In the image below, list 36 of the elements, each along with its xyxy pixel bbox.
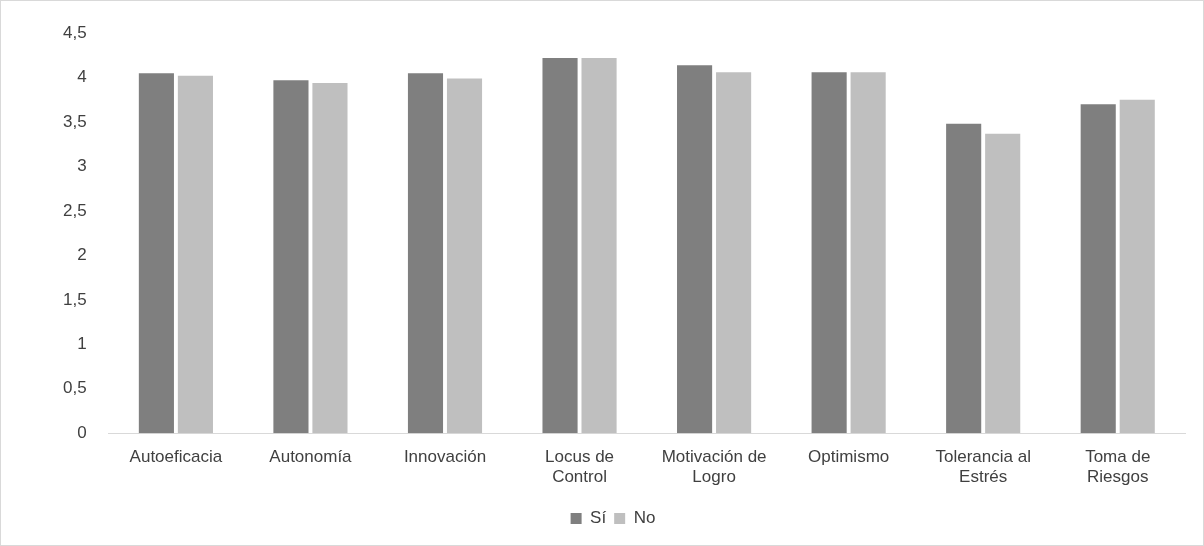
bar — [407, 73, 444, 434]
x-tick-label: Autoeficacia — [129, 447, 223, 467]
y-tick-label: 2 — [77, 245, 87, 265]
x-tick-label: Toma de Riesgos — [1085, 447, 1151, 487]
bar — [716, 72, 752, 434]
bar — [177, 75, 213, 434]
bar — [985, 133, 1021, 434]
x-tick-label: Locus de Control — [545, 447, 615, 487]
bar — [138, 73, 174, 434]
bar — [273, 80, 309, 434]
x-tick-label: Innovación — [403, 447, 487, 467]
bar — [811, 72, 847, 434]
bar — [1080, 104, 1116, 434]
y-tick-label: 1 — [77, 334, 87, 353]
y-tick-label: 3 — [77, 156, 87, 176]
bar — [581, 58, 617, 434]
y-tick-label: 3,5 — [62, 111, 87, 131]
x-tick-label: Autonomía — [269, 447, 353, 467]
x-tick-label: Tolerancia al Estrés — [935, 447, 1031, 487]
bar — [312, 82, 348, 434]
legend-label: No — [633, 508, 656, 528]
bar — [542, 58, 578, 434]
bar — [946, 123, 982, 434]
bar — [1119, 99, 1155, 434]
y-tick-label: 4,5 — [62, 22, 87, 42]
y-tick-label: 2,5 — [62, 200, 87, 220]
x-tick-label: Optimismo — [808, 447, 890, 467]
y-tick-label: 0 — [77, 422, 87, 442]
bar — [446, 78, 483, 434]
y-tick-label: 4 — [77, 67, 87, 87]
y-tick-label: 0,5 — [62, 378, 87, 398]
y-tick-label: 1,5 — [62, 289, 87, 309]
x-tick-label: Motivación de Logro — [661, 447, 767, 487]
bar — [677, 65, 713, 434]
legend-label: Sí — [590, 508, 607, 528]
bar — [850, 72, 886, 434]
